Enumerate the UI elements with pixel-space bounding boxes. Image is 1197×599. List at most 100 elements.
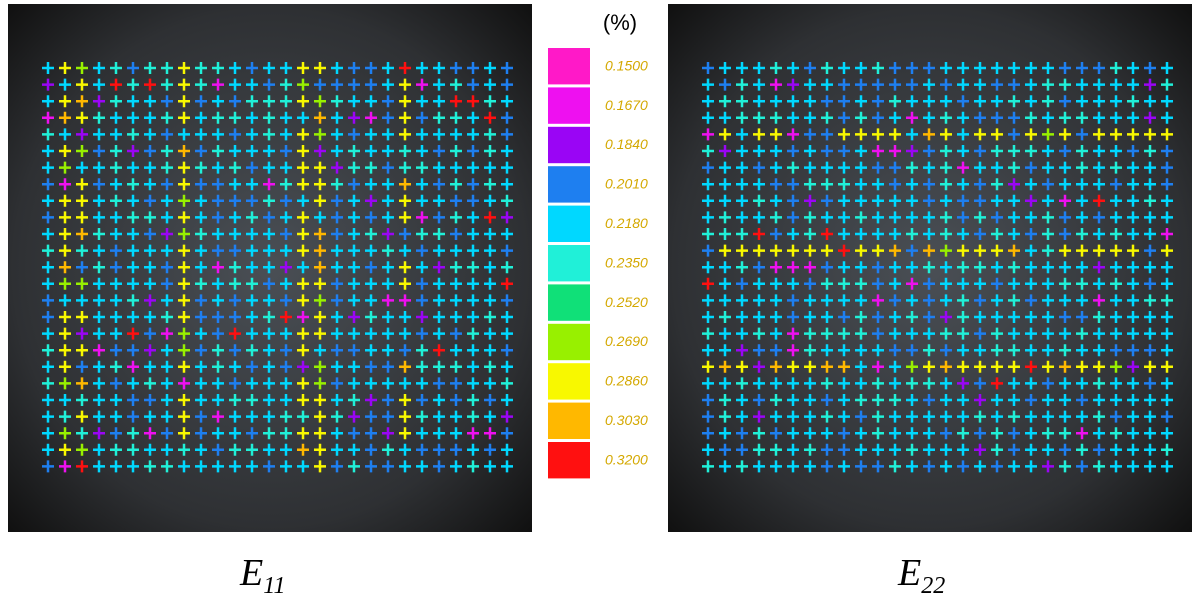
marker: [1025, 78, 1037, 91]
marker: [144, 394, 156, 406]
marker: [59, 410, 71, 423]
marker: [838, 145, 850, 157]
marker: [719, 145, 731, 157]
marker: [719, 78, 731, 91]
marker: [348, 95, 360, 108]
marker: [467, 111, 479, 124]
marker: [467, 261, 479, 274]
marker: [1025, 460, 1037, 473]
marker: [484, 277, 496, 290]
marker: [178, 161, 190, 174]
marker: [770, 410, 782, 423]
marker: [1025, 377, 1037, 390]
marker: [1127, 244, 1139, 257]
marker: [144, 443, 156, 456]
marker: [399, 211, 411, 224]
marker: [1127, 95, 1139, 108]
marker: [872, 360, 884, 373]
marker: [838, 228, 850, 240]
marker: [433, 344, 445, 357]
marker: [178, 277, 190, 290]
marker: [195, 211, 207, 224]
colorbar-label: 0.2010: [605, 176, 648, 192]
colorbar-label: 0.2350: [605, 254, 648, 270]
marker: [906, 311, 918, 323]
marker: [365, 344, 377, 357]
marker: [195, 194, 207, 207]
marker: [263, 344, 275, 357]
marker: [889, 194, 901, 207]
marker: [1008, 62, 1020, 74]
marker: [838, 377, 850, 390]
marker: [753, 194, 765, 207]
marker: [736, 327, 748, 340]
marker: [399, 261, 411, 274]
marker: [331, 410, 343, 423]
marker: [195, 261, 207, 274]
marker: [1025, 344, 1037, 357]
marker: [348, 194, 360, 207]
marker: [501, 145, 513, 157]
marker: [889, 211, 901, 224]
marker: [1042, 277, 1054, 290]
marker: [348, 294, 360, 307]
marker: [127, 161, 139, 174]
marker: [855, 145, 867, 157]
marker: [246, 161, 258, 174]
marker: [923, 277, 935, 290]
marker: [1144, 244, 1156, 257]
marker: [753, 261, 765, 274]
marker: [1008, 410, 1020, 423]
marker: [501, 427, 513, 440]
marker: [1059, 427, 1071, 440]
marker: [991, 62, 1003, 74]
marker: [1144, 311, 1156, 323]
marker: [59, 145, 71, 157]
marker: [246, 360, 258, 373]
marker: [314, 410, 326, 423]
marker: [940, 360, 952, 373]
marker: [770, 211, 782, 224]
marker: [76, 460, 88, 473]
marker: [1093, 244, 1105, 257]
marker: [770, 443, 782, 456]
marker: [450, 62, 462, 74]
marker: [804, 128, 816, 141]
marker: [923, 344, 935, 357]
marker: [736, 460, 748, 473]
marker: [940, 244, 952, 257]
marker: [59, 261, 71, 274]
marker: [314, 427, 326, 440]
marker: [195, 145, 207, 157]
marker: [1127, 128, 1139, 141]
marker: [940, 228, 952, 240]
marker: [501, 394, 513, 406]
marker: [382, 95, 394, 108]
marker: [838, 327, 850, 340]
colorbar: (%) 0.1500 0.1670 0.1840 0.2010 0.2180 0.2350…: [548, 10, 648, 479]
marker: [1127, 62, 1139, 74]
colorbar-label: 0.2520: [605, 294, 648, 310]
marker: [1008, 344, 1020, 357]
marker: [736, 377, 748, 390]
marker: [433, 62, 445, 74]
marker: [1127, 377, 1139, 390]
marker: [59, 161, 71, 174]
marker: [348, 261, 360, 274]
marker: [957, 95, 969, 108]
marker: [1144, 194, 1156, 207]
marker: [923, 145, 935, 157]
marker: [42, 161, 54, 174]
marker: [178, 344, 190, 357]
marker: [940, 460, 952, 473]
marker: [467, 178, 479, 191]
marker: [1025, 145, 1037, 157]
marker: [753, 62, 765, 74]
marker: [1008, 128, 1020, 141]
marker: [246, 244, 258, 257]
marker: [450, 128, 462, 141]
marker: [161, 62, 173, 74]
marker: [314, 394, 326, 406]
colorbar-swatch: [548, 245, 590, 282]
marker: [1110, 443, 1122, 456]
